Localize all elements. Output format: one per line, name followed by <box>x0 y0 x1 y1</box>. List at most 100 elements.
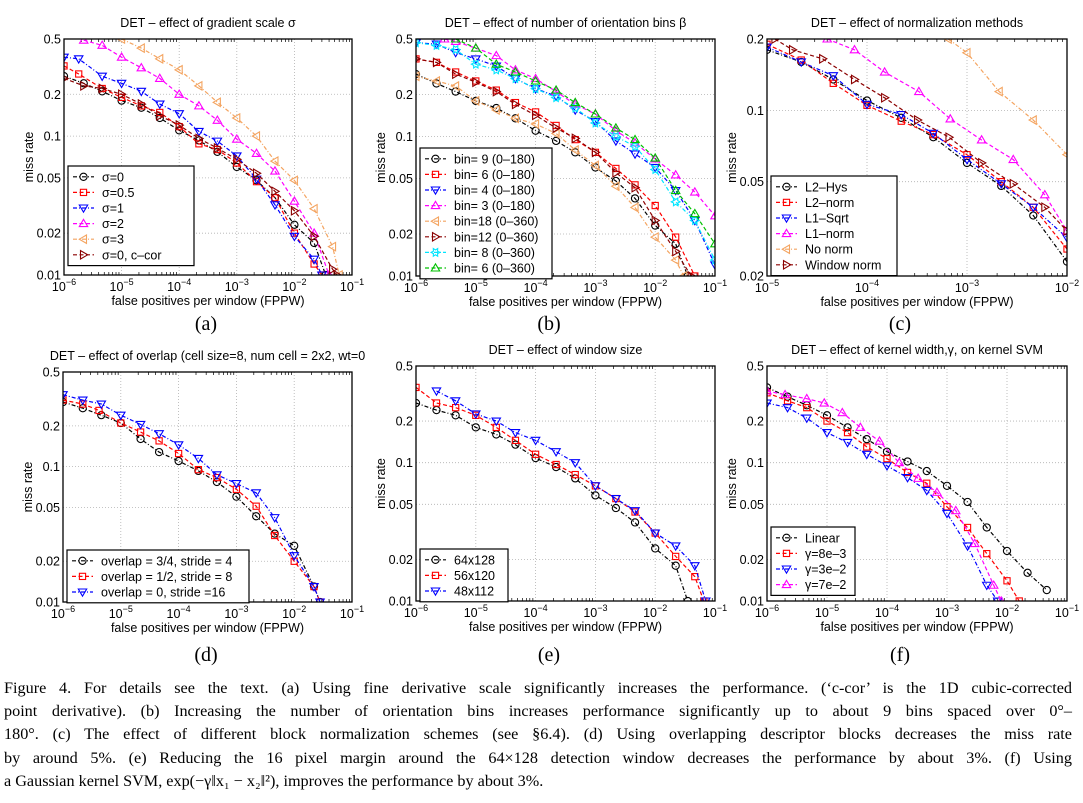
y-tick-label: 0.1 <box>396 456 413 470</box>
data-point <box>590 108 601 118</box>
data-point <box>976 134 987 144</box>
data-point <box>978 157 987 169</box>
data-point <box>316 271 328 275</box>
data-point <box>231 133 242 143</box>
data-point <box>136 42 145 54</box>
caption-line: point derivative). (b) Increasing the nu… <box>4 702 1072 721</box>
data-point <box>193 454 204 464</box>
x-tick-label: 10−6 <box>404 278 428 295</box>
data-point <box>1039 189 1050 199</box>
data-point <box>700 597 711 601</box>
x-tick-label: 10−4 <box>855 278 879 295</box>
legend-label: σ=1 <box>102 202 124 216</box>
legend-marker <box>431 170 440 179</box>
data-point <box>64 53 70 63</box>
caption-line: by around 5%. (e) Reducing the 16 pixel … <box>4 748 1072 767</box>
data-point <box>1041 202 1051 213</box>
plot-frame <box>766 365 1068 602</box>
data-point <box>530 75 541 85</box>
y-tick-label: 0.05 <box>389 172 413 186</box>
x-tick-label: 10−4 <box>524 278 548 295</box>
data-point <box>511 99 521 110</box>
data-point <box>251 130 261 142</box>
y-tick-label: 0.01 <box>389 270 413 284</box>
data-point <box>945 132 955 143</box>
legend-label: overlap = 0, stride =16 <box>101 586 225 600</box>
x-tick-label: 10−4 <box>524 603 548 620</box>
data-point <box>591 147 601 158</box>
data-point <box>450 80 460 92</box>
legend-box <box>419 147 553 280</box>
x-tick-label: 10−2 <box>643 278 667 295</box>
data-point <box>193 100 205 110</box>
data-point <box>1015 597 1023 601</box>
data-point <box>950 505 961 515</box>
data-point <box>981 581 992 591</box>
data-point <box>819 53 828 64</box>
chart-e: 10−6 10−5 10−4 10−3 10−2 10−1 0.01 0.02 0.05 0.1 0… <box>374 343 727 634</box>
data-point <box>1028 203 1039 213</box>
data-point <box>861 450 872 460</box>
legend: Linear γ=8e–3 γ=3e–2γ=7e–2 <box>770 526 856 597</box>
data-point <box>470 55 481 65</box>
data-point <box>115 411 126 421</box>
legend-label: L1–norm <box>805 227 854 241</box>
data-point <box>823 417 831 425</box>
data-point <box>174 456 183 466</box>
data-point <box>212 137 223 147</box>
data-point <box>432 399 441 407</box>
plot-frame <box>63 38 353 276</box>
data-point <box>822 411 832 420</box>
data-point <box>651 201 659 210</box>
data-point <box>822 39 833 43</box>
y-tick-label: 0.01 <box>37 269 61 283</box>
data-point <box>271 194 279 202</box>
legend-label: bin= 6 (0–360) <box>454 262 535 276</box>
series-group <box>63 391 326 602</box>
data-point <box>450 39 461 46</box>
legend-label: bin=12 (0–360) <box>454 230 538 244</box>
data-point <box>430 40 443 51</box>
data-point <box>450 397 461 407</box>
data-point <box>510 113 519 124</box>
data-point <box>570 459 581 468</box>
x-tick-label: 10−2 <box>995 603 1019 620</box>
legend-label: No norm <box>805 243 853 257</box>
data-point <box>672 233 680 241</box>
series-line-3 <box>767 390 1002 601</box>
data-point <box>883 454 891 463</box>
y-tick-label: 0.5 <box>44 33 61 47</box>
series-line-5 <box>64 77 338 275</box>
panel-label-f: (f) <box>890 644 910 666</box>
data-point <box>231 152 242 162</box>
data-point <box>289 175 298 186</box>
x-tick-label: 10−2 <box>643 603 667 620</box>
series-line-0 <box>767 386 1048 591</box>
series-line-1 <box>63 399 321 602</box>
x-tick-label: 10−3 <box>224 604 248 621</box>
legend-marker <box>781 579 792 589</box>
legend-marker <box>782 533 791 542</box>
data-point <box>136 62 147 72</box>
data-point <box>969 538 980 548</box>
data-point <box>470 410 481 420</box>
data-point <box>118 89 127 100</box>
legend-label: overlap = 3/4, stride = 4 <box>101 554 232 568</box>
data-point <box>571 470 579 479</box>
data-point <box>137 98 147 110</box>
data-point <box>173 441 184 451</box>
data-point <box>314 598 326 602</box>
data-point <box>610 137 622 147</box>
data-point <box>154 447 164 457</box>
data-point <box>308 255 320 265</box>
data-point <box>289 552 300 561</box>
grid <box>767 366 1067 601</box>
series-line-4 <box>947 39 1067 156</box>
data-point <box>175 119 185 131</box>
y-tick-label: 0.2 <box>396 88 413 102</box>
data-point <box>233 154 243 165</box>
chart-a: 10−6 10−5 10−4 10−3 10−2 10−1 0.01 0.02 0.05 0.1 0… <box>22 16 364 308</box>
legend-label: bin= 6 (0–180) <box>454 168 535 182</box>
data-point <box>767 385 773 395</box>
data-point <box>232 162 241 172</box>
